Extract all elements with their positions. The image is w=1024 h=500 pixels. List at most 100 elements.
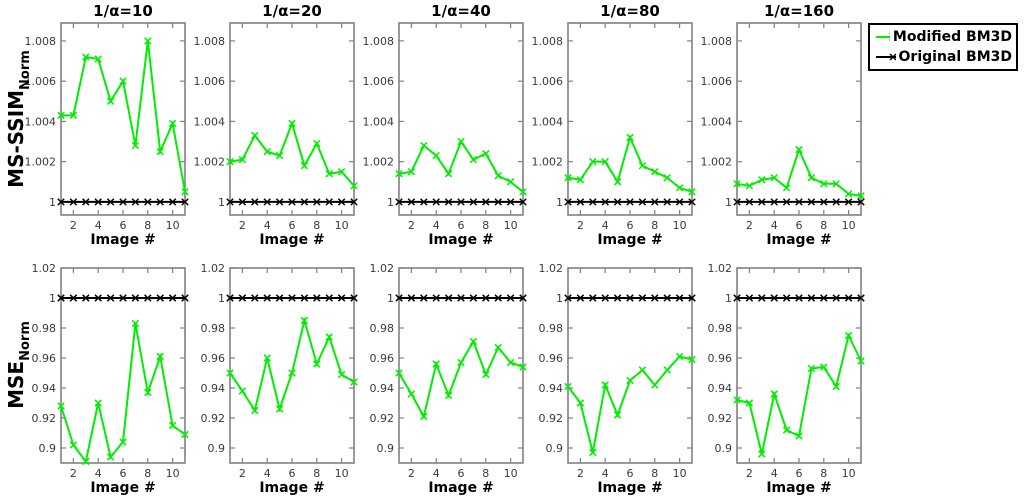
y-tick-label: 1.002 [363,156,395,169]
x-tick-label: 6 [289,467,296,480]
x-axis-label: Image # [428,232,493,248]
markers-modified-bm3d [226,119,358,190]
markers-original-bm3d [57,198,189,206]
series-modified-bm3d [61,40,186,193]
y-tick-label: 0.96 [370,352,395,365]
y-tick-label: 0.92 [32,412,57,425]
x-tick-label: 10 [335,219,349,232]
x-tick-label: 4 [433,467,440,480]
y-tick-label: 1 [218,196,225,209]
x-tick-label: 8 [820,467,827,480]
x-tick-label: 4 [95,467,102,480]
x-tick-label: 6 [458,219,465,232]
x-tick-label: 10 [166,467,180,480]
subplot-ms-ssim-alpha-80: 2 4 6 8 10 1 1.002 1.004 1.006 1.008 1/α=80 Image # [532,2,696,248]
y-tick-label: 0.92 [201,412,226,425]
series-modified-bm3d [567,134,693,193]
y-tick-label: 1.006 [532,75,564,88]
y-tick-label: 1.008 [194,35,226,48]
y-tick-label: 1 [49,196,56,209]
x-tick-label: 10 [504,219,518,232]
y-tick-label: 0.94 [708,382,733,395]
y-tick-label: 1 [218,292,225,305]
subplot-title: 1/α=10 [93,2,153,20]
x-axis-label: Image # [259,232,324,248]
markers-modified-bm3d [564,133,696,196]
x-tick-label: 4 [602,219,609,232]
series-modified-bm3d [229,120,355,187]
y-tick-label: 0.98 [539,322,564,335]
markers-modified-bm3d [395,337,527,421]
series-modified-bm3d [398,139,524,193]
x-tick-label: 2 [239,467,246,480]
x-tick-label: 8 [651,467,658,480]
y-tick-label: 1.006 [25,75,57,88]
y-tick-label: 1 [49,292,56,305]
ylabel-main-text: MS-SSIM [4,89,28,188]
x-tick-label: 6 [627,467,634,480]
legend-line-sample-original [876,53,896,61]
markers-modified-bm3d [395,137,527,196]
y-tick-label: 1.006 [194,75,226,88]
subplot-mse-alpha-20: 2 4 6 8 10 0.9 0.92 0.94 0.96 0.98 1 1.02 Image # [201,262,358,496]
legend-label: Original BM3D [898,49,1012,65]
x-tick-label: 4 [264,467,271,480]
series-modified-bm3d [229,316,355,414]
x-tick-label: 2 [70,467,77,480]
y-tick-label: 1.002 [194,156,226,169]
subplot-mse-alpha-160: 2 4 6 8 10 0.9 0.92 0.94 0.96 0.98 1 1.02 Image # [708,262,865,496]
x-axis-label: Image # [766,232,831,248]
y-tick-label: 1 [725,292,732,305]
subplot-ms-ssim-alpha-20: 2 4 6 8 10 1 1.002 1.004 1.006 1.008 1/α=20 Image # [194,2,358,248]
y-tick-label: 1.004 [701,115,733,128]
x-tick-label: 10 [166,219,180,232]
y-tick-label: 1.008 [532,35,564,48]
y-tick-label: 1.004 [25,115,57,128]
y-tick-label: 0.94 [201,382,226,395]
series-modified-bm3d [736,146,862,197]
y-tick-label: 1.006 [701,75,733,88]
markers-modified-bm3d [57,319,189,466]
y-tick-label: 0.96 [708,352,733,365]
x-tick-label: 6 [120,219,127,232]
y-tick-label: 1.02 [32,262,57,275]
markers-modified-bm3d [564,352,696,457]
markers-modified-bm3d [733,331,865,458]
x-tick-label: 6 [120,467,127,480]
y-tick-label: 0.9 [208,442,226,455]
x-tick-label: 10 [673,219,687,232]
y-tick-label: 1.006 [363,75,395,88]
series-modified-bm3d [60,323,186,464]
x-tick-label: 8 [651,219,658,232]
x-tick-label: 2 [577,219,584,232]
x-tick-label: 4 [602,467,609,480]
markers-original-bm3d [395,294,527,302]
axes-box [229,22,355,216]
x-tick-label: 8 [820,219,827,232]
x-tick-label: 10 [504,467,518,480]
y-tick-label: 1.02 [370,262,395,275]
x-tick-label: 10 [842,467,856,480]
x-tick-label: 10 [842,219,856,232]
x-tick-label: 2 [746,467,753,480]
x-tick-label: 6 [796,467,803,480]
subplot-mse-alpha-10: 2 4 6 8 10 0.9 0.92 0.94 0.96 0.98 1 1.02 Image # [32,262,189,496]
y-tick-label: 0.96 [539,352,564,365]
legend-label: Modified BM3D [892,29,1012,45]
series-modified-bm3d [567,355,693,453]
x-axis-label: Image # [259,480,324,496]
x-tick-label: 2 [577,467,584,480]
legend-entry-original-bm3d: Original BM3D [874,47,1012,67]
ylabel-subscript: Norm [18,50,33,90]
x-tick-label: 4 [771,219,778,232]
y-tick-label: 0.9 [39,442,57,455]
y-tick-label: 1.008 [701,35,733,48]
subplot-ms-ssim-alpha-40: 2 4 6 8 10 1 1.002 1.004 1.006 1.008 1/α=40 Image # [363,2,527,248]
y-tick-label: 1 [556,196,563,209]
x-axis-label: Image # [90,232,155,248]
axes-box [60,22,186,216]
subplot-mse-alpha-80: 2 4 6 8 10 0.9 0.92 0.94 0.96 0.98 1 1.02 Image # [539,262,696,496]
x-tick-label: 2 [746,219,753,232]
